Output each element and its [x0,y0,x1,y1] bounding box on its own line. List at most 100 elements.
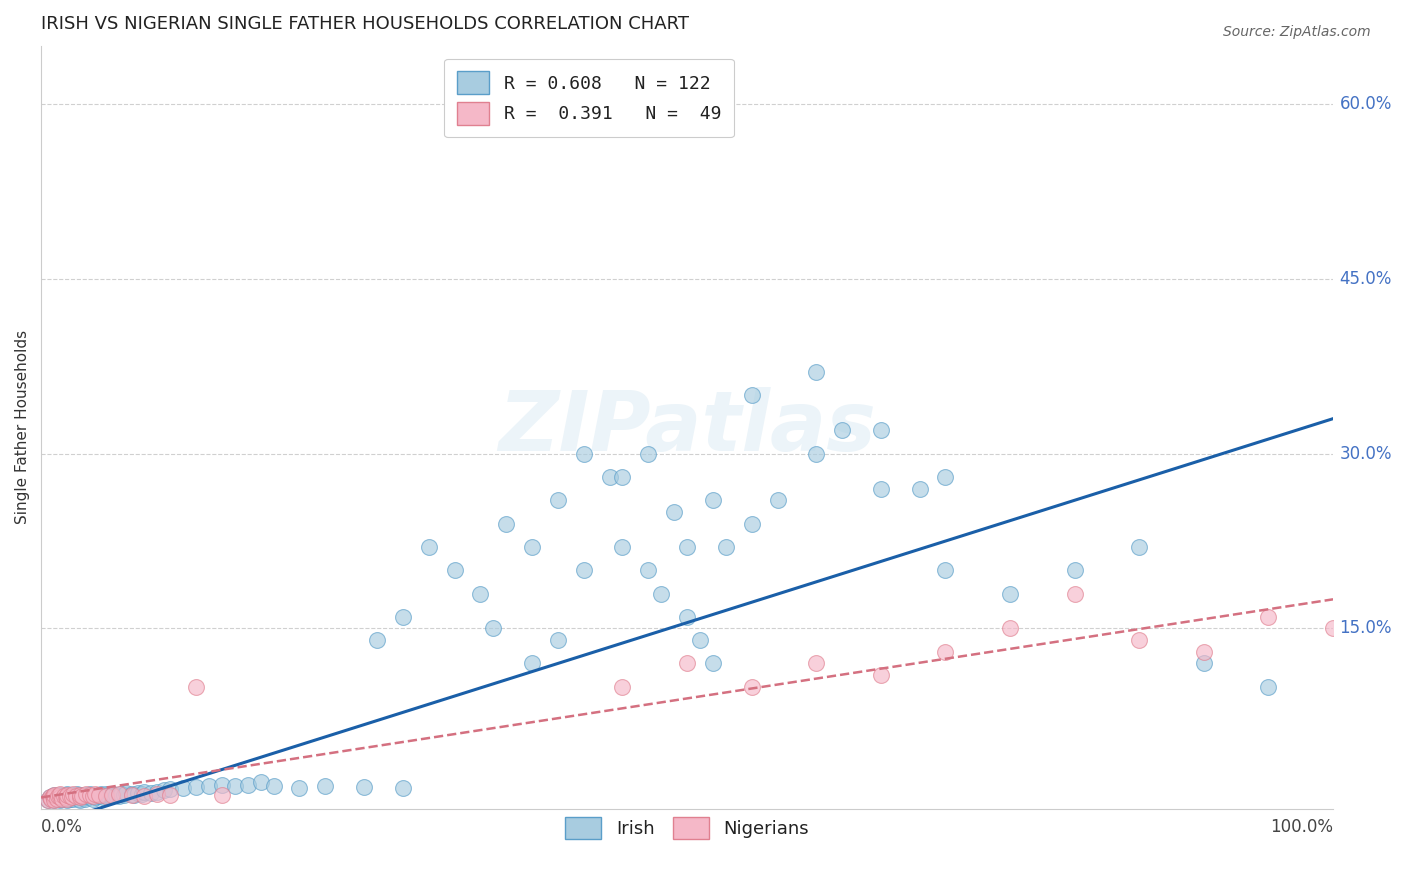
Point [288,781,311,796]
Point [714,540,737,554]
Point [87,788,110,802]
Point [110,787,132,801]
Point [56,791,79,805]
Point [353,780,375,794]
Point [520,540,543,554]
Text: Source: ZipAtlas.com: Source: ZipAtlas.com [1223,25,1371,39]
Point [94,787,117,801]
Text: ZIPatlas: ZIPatlas [498,387,876,468]
Point [186,680,208,694]
Point [42,788,65,802]
Point [121,788,143,802]
Point [82,789,104,804]
Point [75,788,97,802]
Point [702,493,724,508]
Point [1128,540,1150,554]
Point [60,790,83,805]
Point [418,540,440,554]
Point [49,788,72,802]
Point [62,791,84,805]
Point [107,789,129,804]
Point [62,787,84,801]
Point [470,586,492,600]
Point [314,779,336,793]
Point [520,657,543,671]
Point [495,516,517,531]
Point [443,563,465,577]
Point [392,781,415,796]
Point [637,563,659,577]
Point [127,786,149,800]
Point [67,791,90,805]
Point [41,791,63,805]
Point [172,781,194,796]
Point [79,788,101,802]
Point [56,787,79,801]
Point [612,470,634,484]
Point [624,97,647,112]
Point [91,790,114,805]
Point [186,780,208,794]
Point [998,586,1021,600]
Point [73,791,96,805]
Point [101,788,124,802]
Point [45,791,67,805]
Point [153,783,176,797]
Point [75,787,97,801]
Point [105,788,128,802]
Point [37,793,59,807]
Point [94,789,117,804]
Point [82,789,104,804]
Point [49,790,72,805]
Point [236,778,259,792]
Point [650,586,672,600]
Point [39,790,62,805]
Point [48,790,70,805]
Point [211,788,233,802]
Point [72,789,94,804]
Y-axis label: Single Father Households: Single Father Households [15,330,30,524]
Point [89,789,111,804]
Point [42,788,65,802]
Point [94,789,117,804]
Point [676,657,699,671]
Point [55,790,77,805]
Point [51,791,73,805]
Point [53,791,76,805]
Point [676,540,699,554]
Point [60,790,83,805]
Point [392,609,415,624]
Point [1257,609,1279,624]
Point [806,657,828,671]
Point [146,785,169,799]
Point [65,790,87,805]
Point [53,789,76,804]
Point [637,447,659,461]
Point [612,540,634,554]
Point [42,793,65,807]
Point [51,789,73,804]
Point [77,790,100,805]
Point [41,791,63,805]
Point [689,633,711,648]
Point [79,787,101,801]
Point [198,779,221,793]
Point [1257,680,1279,694]
Point [934,470,956,484]
Point [100,789,122,804]
Point [42,793,65,807]
Point [1063,563,1085,577]
Point [66,787,89,801]
Point [870,668,893,682]
Point [84,790,107,805]
Point [90,787,112,801]
Point [52,790,75,805]
Point [741,388,763,402]
Point [211,778,233,792]
Text: 0.0%: 0.0% [41,818,83,837]
Point [69,788,91,802]
Point [72,789,94,804]
Point [146,787,169,801]
Point [1063,586,1085,600]
Point [1192,645,1215,659]
